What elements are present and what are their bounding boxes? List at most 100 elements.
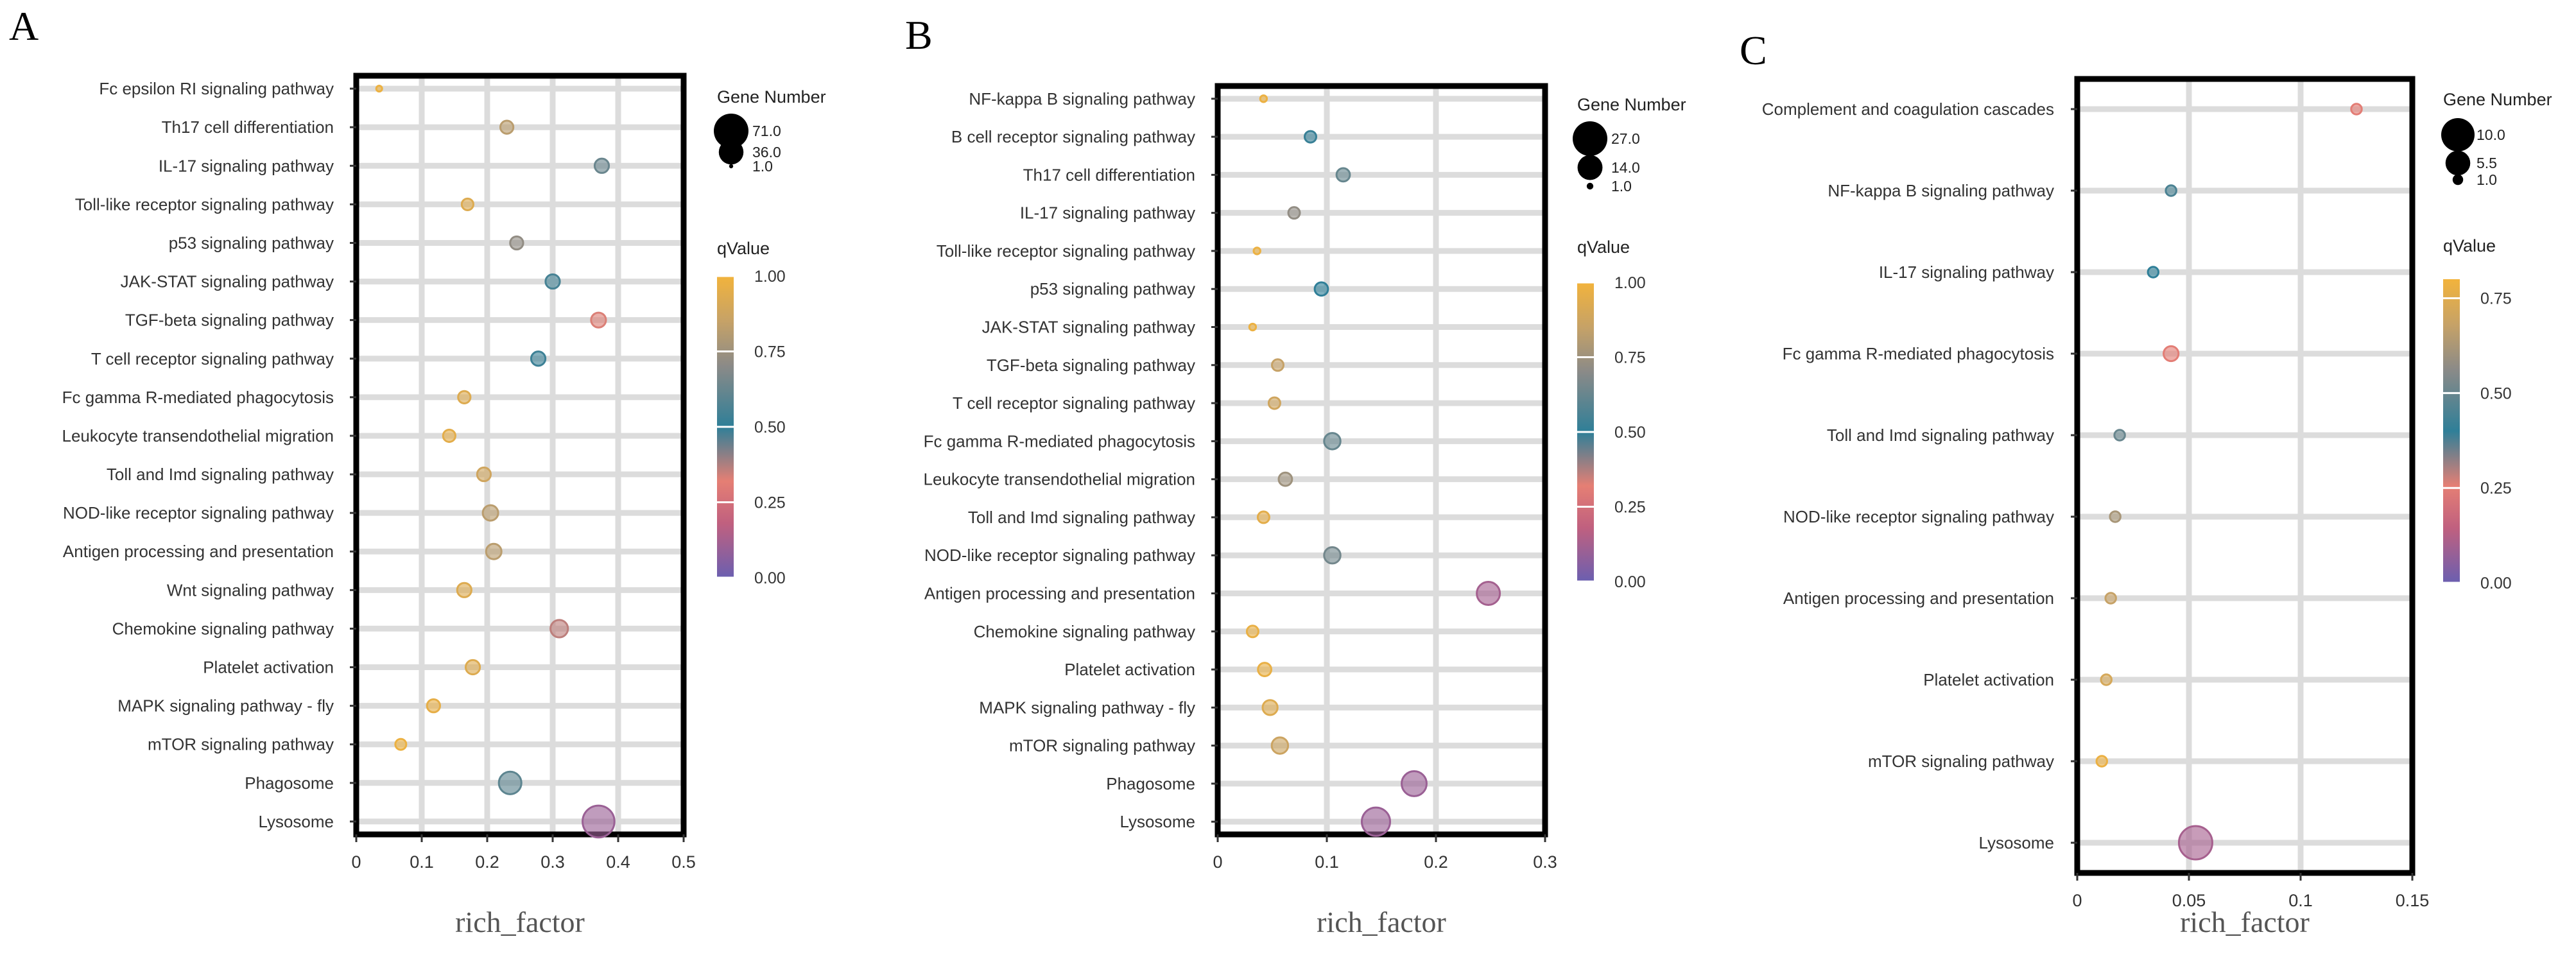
color-legend-label: 0.25 (754, 494, 786, 512)
pathway-label: Phagosome (1106, 774, 1195, 793)
panel-label: C (1740, 28, 1767, 73)
data-point (1267, 396, 1281, 410)
color-legend-title: qValue (717, 239, 770, 258)
pathway-label: Lysosome (258, 812, 334, 831)
size-legend-circle (1586, 182, 1594, 190)
x-tick-label: 0.2 (1424, 852, 1448, 872)
pathway-label: Complement and coagulation cascades (1762, 99, 2054, 119)
x-tick-label: 0.3 (1533, 852, 1557, 872)
data-point (2350, 103, 2363, 116)
data-point (464, 659, 481, 676)
data-point (2113, 429, 2126, 442)
pathway-label: Toll and Imd signaling pathway (1827, 426, 2054, 445)
pathway-label: mTOR signaling pathway (148, 735, 334, 754)
data-point (1304, 130, 1317, 144)
size-legend-circle (729, 164, 734, 169)
color-legend-label: 0.50 (1614, 424, 1646, 442)
size-legend-circle (718, 139, 744, 165)
x-tick-label: 0.3 (540, 852, 565, 872)
data-point (442, 428, 456, 444)
data-point (1270, 736, 1290, 755)
pathway-label: Antigen processing and presentation (924, 583, 1195, 603)
data-point (456, 582, 472, 598)
size-legend-title: Gene Number (1577, 95, 1686, 114)
data-point (481, 504, 499, 522)
plot-frame (2074, 76, 2416, 876)
pathway-label: Fc gamma R-mediated phagocytosis (1783, 344, 2054, 363)
size-legend-label: 1.0 (2477, 171, 2497, 188)
data-point (2147, 266, 2160, 279)
x-tick-label: 0.1 (410, 852, 434, 872)
data-point (1335, 167, 1351, 183)
data-point (590, 311, 607, 329)
data-point (1248, 322, 1258, 332)
size-legend-circle (2445, 150, 2471, 176)
data-point (1287, 206, 1301, 220)
color-legend-bar (2443, 279, 2460, 583)
data-point (1259, 94, 1268, 103)
pathway-label: Lysosome (1119, 812, 1195, 831)
pathway-label: TGF-beta signaling pathway (987, 356, 1195, 375)
size-legend-title: Gene Number (717, 87, 826, 107)
data-point (509, 235, 524, 251)
data-point (457, 390, 472, 404)
pathway-label: T cell receptor signaling pathway (91, 349, 334, 368)
size-legend-circle (2452, 174, 2464, 185)
pathway-label: Toll-like receptor signaling pathway (75, 194, 334, 214)
pathway-label: Platelet activation (203, 658, 334, 677)
x-tick-label: 0.1 (1315, 852, 1339, 872)
size-legend-circle (1577, 155, 1603, 180)
pathway-label: Phagosome (245, 773, 334, 793)
pathway-label: Chemokine signaling pathway (974, 622, 1195, 641)
size-legend-label: 1.0 (752, 158, 773, 175)
size-legend-label: 1.0 (1611, 178, 1632, 194)
x-tick-label: 0.4 (606, 852, 630, 872)
data-point (1245, 625, 1259, 639)
size-legend-label: 10.0 (2477, 126, 2505, 143)
data-point (530, 350, 547, 367)
data-point (2100, 673, 2113, 686)
pathway-label: Fc gamma R-mediated phagocytosis (62, 388, 334, 407)
pathway-label: Toll and Imd signaling pathway (968, 508, 1195, 527)
pathway-label: Leukocyte transendothelial migration (924, 470, 1195, 489)
pathway-label: NOD-like receptor signaling pathway (924, 546, 1195, 565)
data-point (1261, 699, 1279, 716)
pathway-label: NF-kappa B signaling pathway (1828, 181, 2054, 200)
data-point (1323, 432, 1342, 451)
pathway-label: IL-17 signaling pathway (159, 156, 334, 175)
data-point (1360, 806, 1392, 837)
data-point (2163, 345, 2180, 363)
pathway-label: Lysosome (1978, 833, 2054, 852)
pathway-label: Fc epsilon RI signaling pathway (99, 79, 334, 98)
color-legend-label: 0.25 (1614, 499, 1646, 517)
pathway-label: NOD-like receptor signaling pathway (1783, 507, 2054, 526)
data-point (2177, 825, 2213, 861)
data-point (375, 85, 383, 93)
data-point (1256, 510, 1270, 524)
data-point (1277, 471, 1293, 487)
data-point (1257, 662, 1272, 677)
data-point (1313, 281, 1329, 297)
size-legend-label: 5.5 (2477, 155, 2497, 171)
plot-frame (353, 73, 687, 838)
pathway-label: B cell receptor signaling pathway (951, 127, 1195, 146)
data-point (394, 737, 408, 751)
data-point (485, 542, 503, 560)
size-legend-circle (2441, 118, 2475, 151)
pathway-label: Toll-like receptor signaling pathway (937, 241, 1195, 261)
x-tick-label: 0.2 (475, 852, 499, 872)
pathway-label: MAPK signaling pathway - fly (979, 698, 1195, 717)
pathway-label: JAK-STAT signaling pathway (121, 272, 334, 291)
pathway-label: Antigen processing and presentation (63, 542, 334, 561)
data-point (426, 698, 441, 714)
pathway-label: Th17 cell differentiation (162, 117, 334, 137)
data-point (460, 197, 474, 211)
data-point (1252, 246, 1261, 255)
pathway-label: Fc gamma R-mediated phagocytosis (924, 431, 1195, 451)
size-legend-circle (714, 114, 748, 148)
x-tick-label: 0.1 (2288, 891, 2313, 910)
x-axis-label: rich_factor (1317, 906, 1446, 938)
size-legend-label: 14.0 (1611, 159, 1640, 176)
x-axis-label: rich_factor (455, 906, 585, 938)
data-point (2165, 184, 2177, 197)
